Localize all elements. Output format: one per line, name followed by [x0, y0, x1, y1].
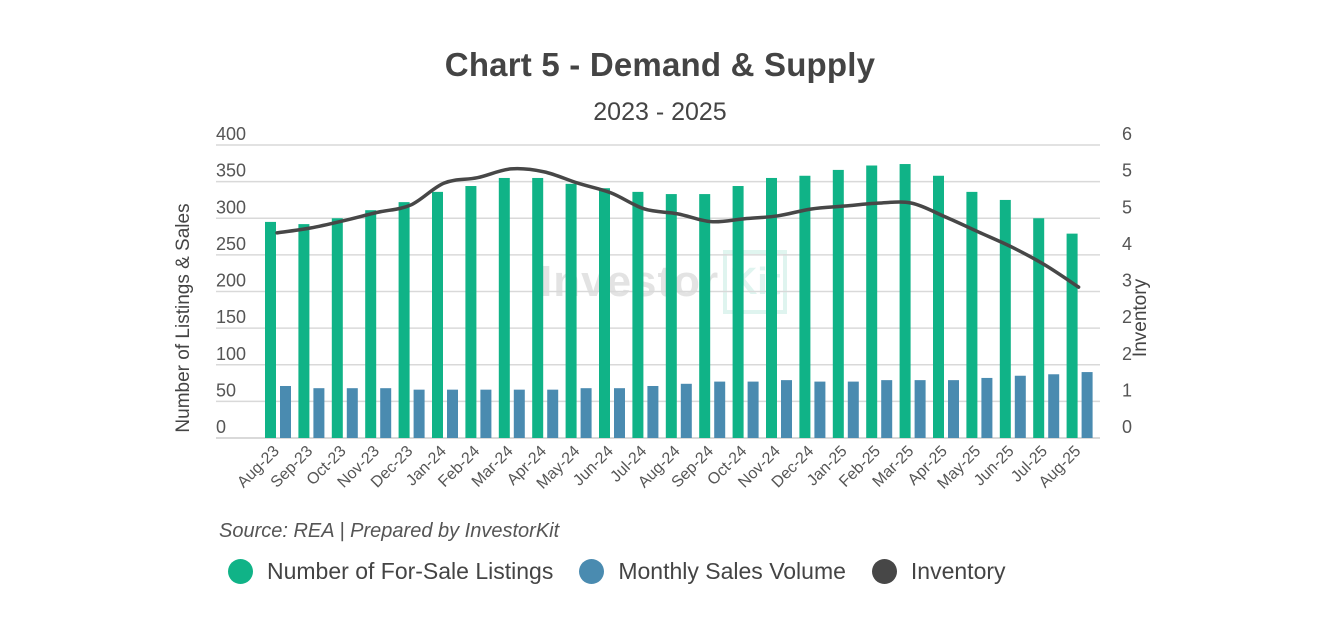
sales-bar: [981, 377, 993, 438]
listings-bar: [699, 194, 711, 438]
sales-bar: [280, 385, 291, 438]
listings-bar: [432, 191, 443, 438]
listings-bar: [665, 194, 677, 438]
legend-dot-icon: [228, 559, 253, 584]
left-axis-ticks: 0 50 100 150 200 250 300 350 400: [216, 124, 246, 437]
sales-bar: [647, 385, 659, 438]
sales-bar: [1081, 372, 1093, 438]
y2-tick-label: 5: [1122, 161, 1132, 181]
listings-bar: [298, 224, 310, 438]
legend-dot-icon: [579, 559, 605, 584]
y-axis-title: Number of Listings & Sales: [173, 203, 194, 432]
chart-subtitle: 2023 - 2025: [593, 98, 727, 126]
listings-bar: [799, 175, 811, 438]
legend-label: Number of For-Sale Listings: [267, 558, 554, 584]
sales-bar: [413, 389, 425, 438]
sales-bar: [781, 380, 792, 438]
chart-title: Chart 5 - Demand & Supply: [444, 46, 876, 83]
sales-bar: [814, 381, 826, 438]
sales-bar: [914, 380, 926, 438]
sales-bar: [313, 388, 325, 438]
listings-bars: [265, 164, 1078, 439]
listings-bar: [766, 177, 777, 438]
listings-bar: [265, 221, 276, 438]
y-tick-label: 100: [216, 344, 246, 364]
sales-bar: [1048, 374, 1060, 438]
legend-label: Inventory: [910, 558, 1006, 584]
listings-bar: [632, 191, 644, 438]
y2-tick-label: 4: [1122, 234, 1132, 254]
legend-dot-icon: [871, 559, 897, 584]
sales-bar: [714, 381, 726, 438]
inventory-line-group: [275, 166, 1081, 289]
listings-bar: [398, 202, 410, 438]
sales-bar: [480, 389, 492, 438]
y-tick-label: 150: [216, 307, 246, 327]
y-tick-label: 250: [216, 234, 246, 254]
y-tick-label: 400: [216, 124, 246, 144]
sales-bar: [346, 388, 358, 438]
listings-bar: [966, 191, 978, 438]
sales-bar: [680, 383, 692, 438]
listings-bar: [732, 186, 744, 438]
sales-bars: [280, 372, 1093, 438]
sales-bar: [513, 389, 525, 438]
y2-tick-label: 5: [1122, 197, 1132, 217]
sales-bar: [580, 388, 592, 438]
y2-tick-label: 3: [1122, 271, 1132, 291]
sales-bar: [948, 380, 959, 438]
legend-item-inventory[interactable]: Inventory: [871, 558, 1006, 585]
listings-bar: [832, 169, 844, 438]
listings-bar: [532, 177, 544, 438]
y-tick-label: 300: [216, 197, 246, 217]
listings-bar: [498, 177, 510, 438]
listings-bar: [1033, 218, 1045, 438]
y-tick-label: 200: [216, 271, 246, 291]
sales-bar: [547, 389, 559, 438]
y2-tick-label: 2: [1122, 307, 1132, 327]
listings-bar: [933, 175, 944, 438]
right-axis-ticks: 0 1 2 2 3 4 5 5 6: [1122, 124, 1132, 437]
y2-tick-label: 2: [1122, 344, 1132, 364]
y-tick-label: 350: [216, 161, 246, 181]
source-note: Source: REA | Prepared by InvestorKit: [219, 520, 560, 542]
legend: Number of For-Sale Listings Monthly Sale…: [228, 558, 1032, 585]
sales-bar: [847, 381, 859, 438]
sales-bar: [881, 380, 893, 438]
legend-item-listings[interactable]: Number of For-Sale Listings: [228, 558, 553, 585]
y-tick-label: 50: [216, 380, 236, 400]
listings-bar: [999, 199, 1011, 438]
sales-bar: [747, 381, 759, 438]
listings-bar: [1066, 233, 1078, 438]
legend-label: Monthly Sales Volume: [618, 558, 846, 584]
y2-tick-label: 0: [1122, 417, 1132, 437]
sales-bar: [447, 389, 458, 438]
inventory-line: [275, 166, 1081, 289]
y-tick-label: 0: [216, 417, 226, 437]
x-axis-labels: Aug-23Sep-23Oct-23Nov-23Dec-23Jan-24Feb-…: [234, 443, 1084, 493]
listings-bar: [365, 210, 377, 438]
y2-axis-title: Inventory: [1130, 278, 1151, 357]
legend-item-sales[interactable]: Monthly Sales Volume: [579, 558, 846, 585]
listings-bar: [599, 188, 610, 438]
y2-tick-label: 1: [1122, 380, 1132, 400]
sales-bar: [1014, 375, 1026, 438]
listings-bar: [331, 218, 343, 438]
listings-bar: [899, 164, 911, 439]
y2-tick-label: 6: [1122, 124, 1132, 144]
sales-bar: [380, 388, 392, 438]
sales-bar: [614, 388, 625, 438]
listings-bar: [565, 183, 577, 438]
listings-bar: [465, 186, 477, 438]
listings-bar: [866, 165, 878, 438]
